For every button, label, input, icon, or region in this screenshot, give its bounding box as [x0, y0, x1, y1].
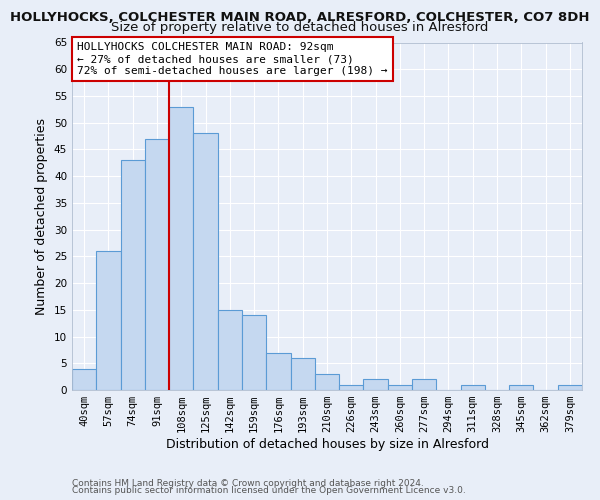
Bar	[218, 310, 242, 390]
Bar	[290, 358, 315, 390]
Text: HOLLYHOCKS, COLCHESTER MAIN ROAD, ALRESFORD, COLCHESTER, CO7 8DH: HOLLYHOCKS, COLCHESTER MAIN ROAD, ALRESF…	[10, 11, 590, 24]
Text: Size of property relative to detached houses in Alresford: Size of property relative to detached ho…	[112, 21, 488, 34]
Text: HOLLYHOCKS COLCHESTER MAIN ROAD: 92sqm
← 27% of detached houses are smaller (73): HOLLYHOCKS COLCHESTER MAIN ROAD: 92sqm ←…	[77, 42, 388, 76]
Bar	[242, 315, 266, 390]
Bar	[461, 384, 485, 390]
Bar	[339, 384, 364, 390]
Bar	[315, 374, 339, 390]
Bar	[388, 384, 412, 390]
Bar	[169, 106, 193, 390]
Bar	[193, 134, 218, 390]
Bar	[412, 380, 436, 390]
Bar	[558, 384, 582, 390]
Bar	[72, 368, 96, 390]
Text: Contains public sector information licensed under the Open Government Licence v3: Contains public sector information licen…	[72, 486, 466, 495]
Text: Contains HM Land Registry data © Crown copyright and database right 2024.: Contains HM Land Registry data © Crown c…	[72, 478, 424, 488]
Bar	[266, 352, 290, 390]
Bar	[96, 251, 121, 390]
Bar	[364, 380, 388, 390]
Y-axis label: Number of detached properties: Number of detached properties	[35, 118, 49, 315]
Bar	[145, 138, 169, 390]
Bar	[509, 384, 533, 390]
Bar	[121, 160, 145, 390]
X-axis label: Distribution of detached houses by size in Alresford: Distribution of detached houses by size …	[166, 438, 488, 451]
